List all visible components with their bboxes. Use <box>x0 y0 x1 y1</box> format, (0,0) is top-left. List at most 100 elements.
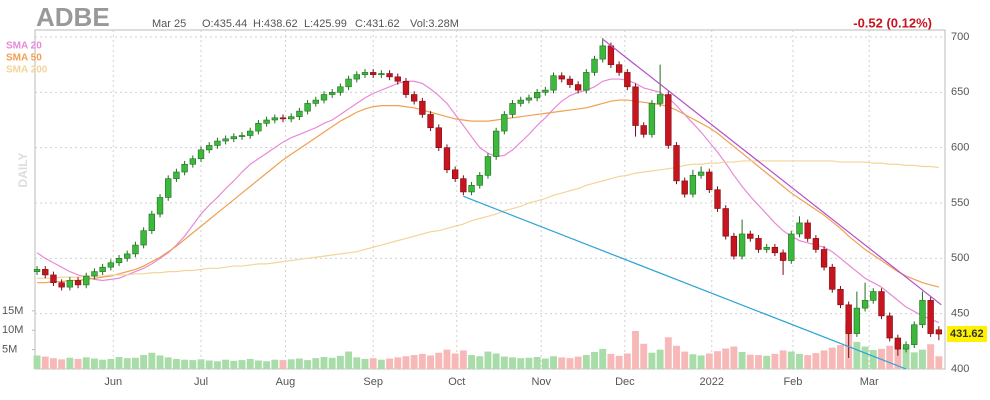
candle-body <box>197 149 205 160</box>
candle-body <box>779 252 787 261</box>
volume-bar <box>131 357 139 369</box>
volume-bar <box>476 356 484 369</box>
volume-bar <box>410 355 418 369</box>
candle-body <box>509 103 516 115</box>
candle-body <box>492 130 500 157</box>
candle-body <box>296 110 303 117</box>
candle-body <box>173 171 180 179</box>
candle-body <box>156 197 164 215</box>
volume-bar <box>656 349 664 369</box>
candle-body <box>312 99 319 104</box>
volume-bar <box>484 351 492 369</box>
volume-bar <box>919 349 926 369</box>
x-tick-label: Dec <box>615 376 635 388</box>
candle-body <box>271 117 278 121</box>
volume-bar <box>492 353 500 369</box>
volume-bar <box>50 358 57 369</box>
candle-body <box>919 300 926 326</box>
volume-bar <box>74 358 82 369</box>
candle-body <box>320 94 328 101</box>
candle-body <box>706 171 713 191</box>
candle-body <box>476 175 483 186</box>
candle-body <box>230 136 237 140</box>
candle-body <box>574 84 582 91</box>
candle-body <box>140 230 147 246</box>
candle-body <box>419 100 426 115</box>
legend-entry: SMA 50 <box>6 53 42 64</box>
candle-body <box>402 80 410 95</box>
candle-body <box>222 138 229 142</box>
candle-body <box>501 114 508 132</box>
volume-bar <box>558 357 566 369</box>
volume-bar <box>746 354 754 369</box>
x-tick-label: Oct <box>448 376 465 388</box>
candle-body <box>542 89 549 93</box>
x-tick-label: Jul <box>194 376 208 388</box>
volume-bar <box>148 352 156 369</box>
volume-bar <box>279 360 287 369</box>
volume-bar <box>648 352 656 369</box>
volume-bar <box>779 350 787 369</box>
volume-bar <box>525 357 533 369</box>
ticker: ADBE <box>36 2 110 32</box>
candle-body <box>370 72 377 75</box>
candle-body <box>468 184 475 193</box>
volume-bar <box>271 359 279 369</box>
volume-bar <box>164 357 172 369</box>
volume-bar <box>689 354 697 369</box>
candle-body <box>722 208 729 237</box>
x-tick-label: Jun <box>104 376 122 388</box>
candle-body <box>435 127 442 148</box>
volume-bar <box>222 359 230 369</box>
volume-bar <box>894 342 902 369</box>
volume-bar <box>500 356 508 369</box>
candle-body <box>566 78 574 85</box>
x-tick-label: Feb <box>783 376 802 388</box>
volume-bar <box>902 348 910 369</box>
candle-body <box>788 233 795 261</box>
candle-body <box>599 45 606 60</box>
y-tick-label: 550 <box>951 197 969 209</box>
candle-body <box>214 140 221 146</box>
candle-body <box>410 94 418 102</box>
x-tick-label: Sep <box>363 376 383 388</box>
candle-body <box>730 235 738 257</box>
candle-body <box>804 222 811 239</box>
volume-bar <box>33 355 41 369</box>
volume-bar <box>58 359 66 369</box>
volume-bar <box>172 358 180 369</box>
volume-bar <box>673 345 680 369</box>
candle-body <box>91 271 98 277</box>
candle-body <box>845 304 852 334</box>
candle-body <box>632 86 639 126</box>
volume-bar <box>837 344 844 369</box>
candle-body <box>345 78 352 88</box>
volume-bar <box>853 341 861 369</box>
candle-body <box>829 266 836 290</box>
candle-body <box>42 269 49 276</box>
candle-body <box>911 324 918 345</box>
volume-bar <box>591 351 598 369</box>
volume-bar <box>681 351 689 369</box>
volume-bar <box>451 353 459 369</box>
high-label: H:438.62 <box>253 18 298 30</box>
volume-bar <box>205 360 213 369</box>
candle-body <box>583 72 590 91</box>
candle-body <box>132 244 139 255</box>
candle-body <box>656 94 664 104</box>
volume-bar <box>787 351 795 369</box>
candle-body <box>99 266 106 272</box>
volume-bar <box>287 359 295 369</box>
volume-bar <box>828 347 836 369</box>
volume-bar <box>468 355 475 369</box>
y-tick-label: 400 <box>951 363 969 375</box>
candle-body <box>443 147 451 171</box>
candle-body <box>484 156 492 176</box>
volume-bar <box>246 358 254 369</box>
volume-bar <box>238 360 246 369</box>
volume-bar <box>263 361 271 369</box>
volume-bar <box>541 358 549 369</box>
volume-bar <box>369 358 377 369</box>
open-label: O:435.44 <box>202 18 247 30</box>
